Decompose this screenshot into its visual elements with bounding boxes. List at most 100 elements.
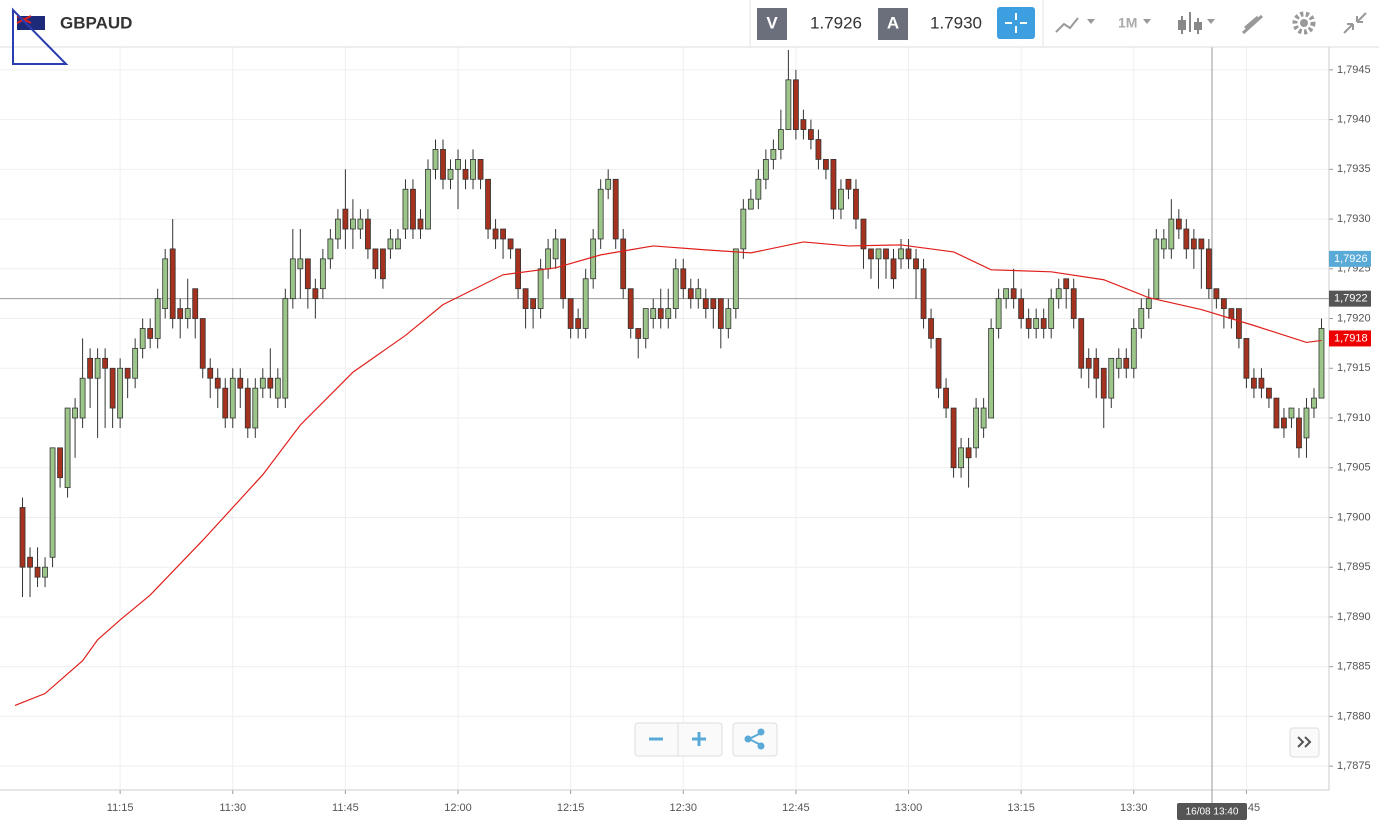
candle-body: [432, 149, 439, 170]
bid-box[interactable]: [757, 8, 787, 40]
candle-body: [102, 357, 109, 369]
settings-icon[interactable]: [1292, 11, 1316, 35]
candle-body: [64, 407, 71, 489]
y-tick-label: 1,7935: [1337, 163, 1371, 175]
candle-body: [1198, 238, 1205, 250]
candle-body: [1153, 238, 1160, 300]
candle-body: [117, 367, 124, 419]
candle-body: [1048, 298, 1055, 329]
y-tick-label: 1,7875: [1337, 760, 1371, 772]
candle-body: [545, 248, 552, 270]
moving-average: [14, 241, 1322, 707]
candle-body: [199, 318, 206, 369]
candle-body: [72, 407, 78, 419]
toolbar: GBPAUD V 1.7926 A 1.7930 1M: [0, 0, 1379, 65]
candle-body: [732, 248, 739, 309]
draw-icon[interactable]: [1241, 14, 1264, 35]
candle-body: [500, 228, 506, 240]
candle-body: [695, 288, 702, 300]
ask-box[interactable]: [878, 8, 908, 40]
candle-body: [702, 298, 709, 309]
candle-body: [920, 268, 927, 319]
candle-body: [289, 258, 296, 300]
candle-body: [965, 447, 972, 459]
candle-body: [19, 507, 26, 568]
y-tick-label: 1,7945: [1337, 64, 1371, 76]
zoom-in[interactable]: [692, 732, 706, 746]
candle-body: [635, 328, 642, 339]
candle-body: [334, 218, 341, 240]
dropdown-arrow: [1207, 19, 1215, 24]
crosshair-time-label: 16/08 13:40: [1186, 807, 1239, 818]
x-tick-label: 13:15: [1007, 802, 1035, 814]
share-button[interactable]: [732, 722, 778, 757]
chart-type-icon[interactable]: [1055, 17, 1079, 33]
candle-body: [252, 387, 259, 429]
candle-body: [1168, 218, 1175, 250]
candles-icon-body: [1178, 20, 1186, 30]
candle-body: [1033, 318, 1040, 329]
x-tick-label: 13:30: [1120, 802, 1148, 814]
candle-body: [447, 168, 454, 180]
candle-body: [1093, 357, 1100, 379]
candle-body: [597, 188, 604, 240]
candle-body: [27, 556, 33, 568]
candle-body: [1175, 218, 1182, 230]
candle-body: [860, 218, 867, 250]
candle-body: [808, 129, 814, 140]
candle-body: [672, 268, 679, 309]
candle-body: [755, 178, 762, 200]
candle-body: [725, 308, 732, 329]
candle-body: [1018, 298, 1025, 319]
drawing-triangle: [12, 7, 69, 65]
candle-body: [297, 258, 304, 270]
candle-body: [1251, 377, 1257, 389]
candle-body: [192, 288, 199, 319]
scroll-end-button[interactable]: [1289, 727, 1320, 758]
candle-body: [1130, 328, 1137, 369]
candle-body: [402, 188, 409, 230]
candle-body: [762, 158, 769, 180]
candle-body: [1085, 357, 1092, 369]
candle-body: [980, 407, 987, 429]
candle-body: [905, 248, 912, 260]
candle-body: [1100, 367, 1107, 399]
candle-body: [147, 328, 154, 339]
candle-body: [710, 298, 717, 309]
symbol[interactable]: GBPAUD: [60, 13, 132, 32]
timeframe[interactable]: 1M: [1118, 15, 1137, 31]
x-tick-label: 11:45: [332, 802, 359, 814]
x-tick-label: 12:00: [444, 802, 472, 814]
ask-price: 1.7930: [930, 13, 982, 32]
candle-body: [627, 288, 634, 329]
candle-body: [372, 248, 379, 270]
candle-body: [1025, 318, 1032, 329]
y-tick-label: 1,7890: [1337, 611, 1371, 623]
candle-body: [800, 119, 807, 130]
candle-body: [312, 288, 319, 300]
share-dot: [744, 735, 752, 743]
price-badge-label: 1,7922: [1334, 293, 1368, 305]
candle-body: [815, 139, 822, 160]
candle-body: [988, 328, 995, 419]
crosshair-time-box: [1177, 803, 1247, 820]
candle-body: [1258, 377, 1265, 389]
candle-body: [1063, 278, 1070, 290]
crosshair-button[interactable]: [997, 7, 1035, 39]
price-badge: [1329, 250, 1371, 267]
candle-body: [162, 258, 169, 309]
collapse-icon[interactable]: [1343, 12, 1367, 34]
candle-body: [995, 298, 1002, 329]
candle-body: [913, 258, 919, 270]
candle-body: [1311, 397, 1317, 409]
candle-body: [650, 308, 657, 319]
candle-body: [87, 357, 94, 379]
candle-body: [1296, 417, 1302, 449]
crosshair-icon: [1005, 13, 1027, 33]
dropdown-arrow: [1087, 19, 1095, 24]
y-tick-label: 1,7920: [1337, 312, 1371, 324]
candle-body: [274, 377, 281, 399]
candle-body: [657, 308, 664, 319]
